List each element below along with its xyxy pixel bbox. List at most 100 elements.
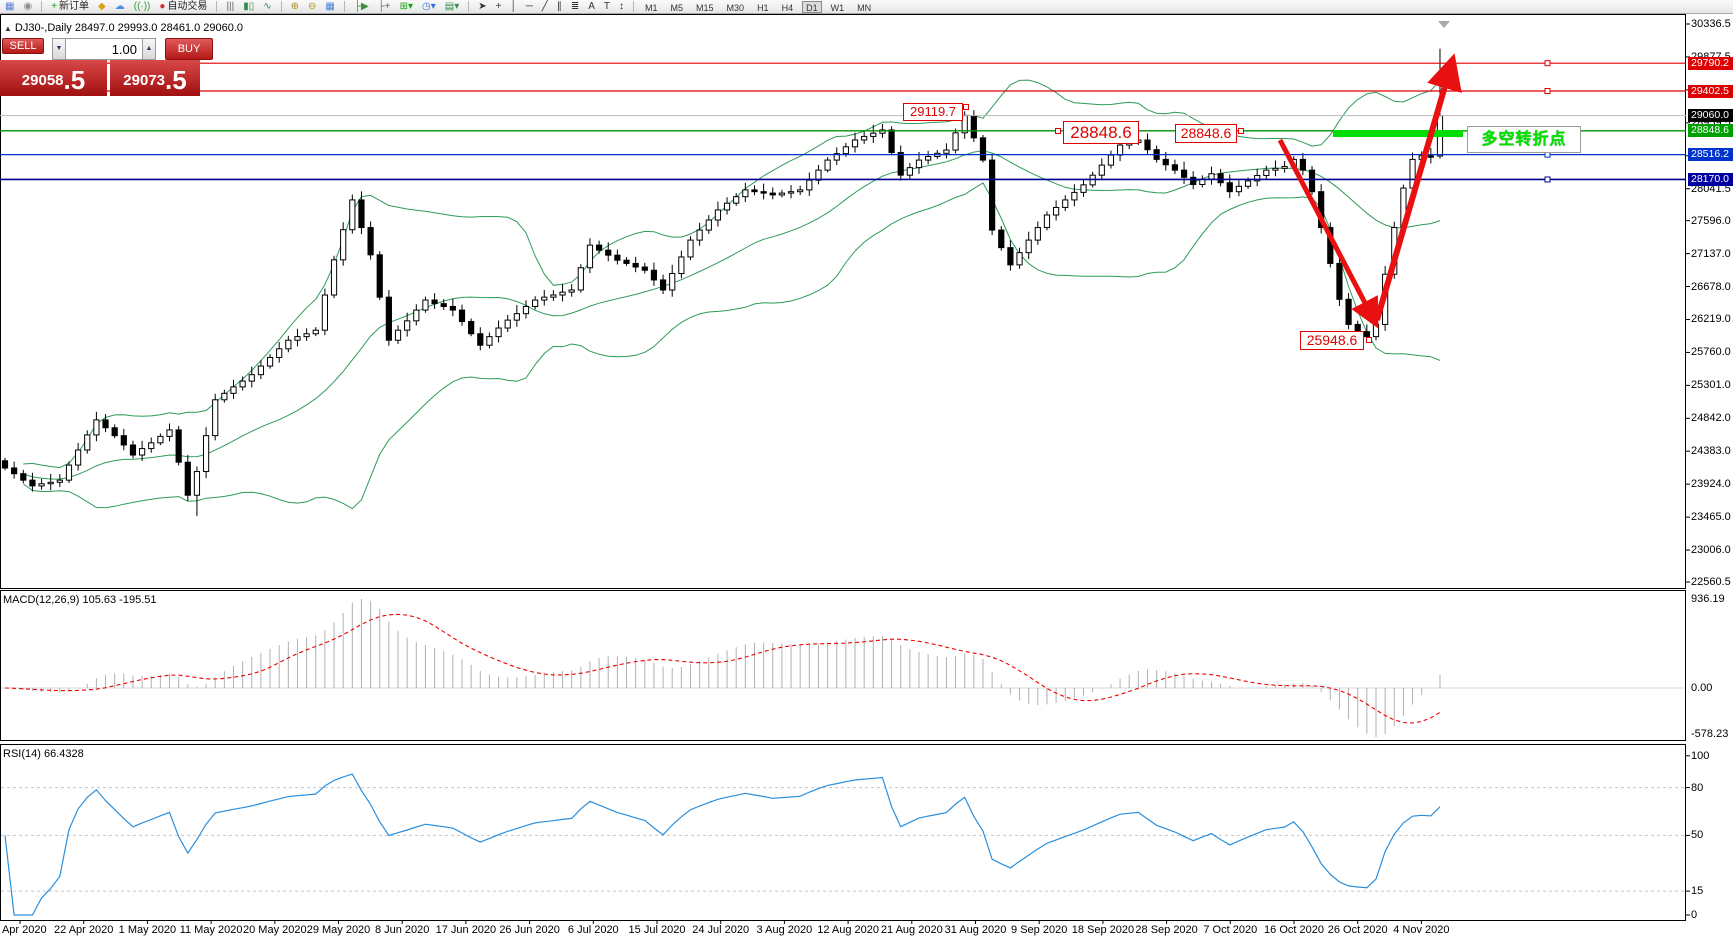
volume-decrease-button[interactable]: ▼ bbox=[52, 38, 66, 60]
bollinger-band bbox=[23, 150, 1441, 480]
candle-chart-icon[interactable]: ▮▯ bbox=[241, 0, 256, 13]
autotrade-button[interactable]: ● 自动交易 bbox=[157, 0, 209, 13]
timeframe-button-M30[interactable]: M30 bbox=[726, 2, 745, 13]
rsi-line bbox=[4, 773, 1441, 916]
price-tick: 27596.0 bbox=[1691, 214, 1731, 227]
timeframe-button-H1[interactable]: H1 bbox=[757, 2, 769, 13]
price-tick: 23924.0 bbox=[1691, 478, 1731, 491]
tile-windows-icon: ▦ bbox=[325, 1, 335, 12]
volume-input[interactable] bbox=[66, 38, 142, 60]
price-tick: 22560.5 bbox=[1691, 576, 1731, 589]
periods-button[interactable]: ◷▾ bbox=[420, 0, 438, 13]
chart-window-icon: ▦ bbox=[5, 1, 15, 12]
volume-increase-button[interactable]: ▲ bbox=[142, 38, 156, 60]
sell-price-main: 29058 bbox=[21, 72, 64, 89]
label-icon[interactable]: T bbox=[602, 0, 612, 13]
timeframe-button-D1[interactable]: D1 bbox=[802, 0, 822, 13]
volume-control: ▼ ▲ bbox=[52, 38, 156, 60]
toolbar-separator bbox=[633, 1, 634, 12]
timeframe-button-M1[interactable]: M1 bbox=[645, 2, 658, 13]
date-label: 9 Sep 2020 bbox=[1011, 924, 1068, 936]
fibonacci-icon: ≣ bbox=[570, 1, 580, 12]
new-order-button: + bbox=[51, 1, 58, 12]
timeframe-button-H4[interactable]: H4 bbox=[781, 2, 794, 13]
date-label: 4 Nov 2020 bbox=[1393, 924, 1450, 936]
bar-chart-icon: ||| bbox=[226, 1, 235, 12]
timeframe-button-W1[interactable]: W1 bbox=[830, 2, 845, 13]
text-icon[interactable]: A bbox=[586, 0, 597, 13]
price-tick: 23465.0 bbox=[1691, 511, 1731, 524]
price-badge-28516.2: 28516.2 bbox=[1688, 148, 1733, 162]
macd-signal-line bbox=[4, 613, 1441, 724]
date-label: 6 Jul 2020 bbox=[567, 924, 619, 936]
channel-icon[interactable]: ∥ bbox=[555, 0, 564, 13]
line-chart-icon[interactable]: ∿ bbox=[261, 0, 273, 13]
price-tick: 26678.0 bbox=[1691, 280, 1731, 293]
zoom-out-icon[interactable]: ⊖ bbox=[306, 0, 318, 13]
crosshair-icon[interactable]: + bbox=[494, 0, 504, 13]
price-tick: 25760.0 bbox=[1691, 346, 1731, 359]
trendline-icon[interactable]: ╱ bbox=[540, 0, 550, 13]
new-order-button[interactable]: + 新订单 bbox=[49, 0, 91, 13]
date-label: 7 Oct 2020 bbox=[1203, 924, 1258, 936]
profile-icon: ◉ bbox=[23, 1, 33, 12]
buy-price-main: 29073 bbox=[123, 72, 166, 89]
toolbar: ▦ ◉ + 新订单 ◆ ☁ ((·)) ● 自动交易 ||| ▮▯ ∿ ⊕ ⊖ ▦ ├▶ ├+ ⊞▾ ◷▾ ▤▾ ➤ + │… bbox=[0, 0, 1733, 14]
horizontal-line-icon[interactable]: ─ bbox=[524, 0, 535, 13]
chart-shift-icon[interactable]: ├+ bbox=[376, 0, 393, 13]
sell-button[interactable]: SELL bbox=[2, 38, 44, 54]
timeframe-button-MN[interactable]: MN bbox=[857, 2, 872, 13]
crosshair-icon: + bbox=[495, 1, 502, 12]
tile-windows-icon[interactable]: ▦ bbox=[323, 0, 336, 13]
metaeditor-icon[interactable]: ◆ bbox=[96, 0, 108, 13]
periods-button: ◷▾ bbox=[422, 1, 436, 12]
data-center-icon[interactable]: ☁ bbox=[113, 0, 127, 13]
candle-chart-icon: ▮▯ bbox=[243, 1, 255, 12]
arrows-icon[interactable]: ↕ bbox=[617, 0, 626, 13]
macd-axis-tick: -578.23 bbox=[1691, 728, 1729, 740]
bar-chart-icon[interactable]: ||| bbox=[224, 0, 236, 13]
price-tick: 24842.0 bbox=[1691, 412, 1731, 425]
chart-window-icon[interactable]: ▦ bbox=[3, 0, 16, 13]
symbol-marker-icon: ▲ bbox=[4, 24, 12, 33]
date-label: 1 May 2020 bbox=[118, 924, 177, 936]
signal-icon[interactable]: ((·)) bbox=[132, 0, 153, 13]
auto-scroll-icon: ├▶ bbox=[353, 1, 369, 12]
fibonacci-icon[interactable]: ≣ bbox=[569, 0, 581, 13]
toolbar-separator bbox=[216, 1, 218, 12]
autotrade-button: ● bbox=[159, 1, 166, 12]
templates-button: ▤▾ bbox=[444, 1, 460, 12]
rsi-label: RSI(14) 66.4328 bbox=[3, 748, 84, 760]
date-label: 20 May 2020 bbox=[242, 924, 307, 936]
price-tag-25948.6[interactable]: 25948.6 bbox=[1300, 331, 1364, 350]
timeframe-button-M5[interactable]: M5 bbox=[670, 2, 684, 13]
chart-shift-marker[interactable] bbox=[1438, 21, 1450, 28]
buy-button[interactable]: BUY bbox=[165, 38, 213, 60]
indicators-button[interactable]: ⊞▾ bbox=[398, 0, 415, 13]
support-zone-bar[interactable] bbox=[1333, 130, 1463, 137]
templates-button[interactable]: ▤▾ bbox=[443, 0, 461, 13]
price-tag-29119.7[interactable]: 29119.7 bbox=[903, 103, 963, 121]
profile-icon[interactable]: ◉ bbox=[21, 0, 34, 13]
toolbar-separator bbox=[41, 1, 43, 12]
vertical-line-icon[interactable]: │ bbox=[508, 0, 518, 13]
cursor-icon[interactable]: ➤ bbox=[476, 0, 488, 13]
trendline-icon: ╱ bbox=[541, 1, 548, 12]
price-tag-28848.6[interactable]: 28848.6 bbox=[1063, 121, 1139, 144]
date-label: 16 Oct 2020 bbox=[1264, 924, 1324, 936]
buy-price-frac: .5 bbox=[165, 65, 187, 95]
buy-price[interactable]: 29073 .5 bbox=[110, 60, 200, 96]
price-tag-28848.6[interactable]: 28848.6 bbox=[1175, 124, 1237, 143]
line-handle bbox=[1544, 176, 1551, 183]
text-icon: A bbox=[588, 1, 595, 12]
sell-price[interactable]: 29058 .5 bbox=[0, 60, 107, 96]
turning-point-note[interactable]: 多空转折点 bbox=[1467, 126, 1581, 153]
price-tick: 23006.0 bbox=[1691, 544, 1731, 557]
toolbar-separator bbox=[280, 1, 282, 12]
auto-scroll-icon[interactable]: ├▶ bbox=[352, 0, 371, 13]
data-center-icon: ☁ bbox=[114, 1, 125, 12]
zoom-in-icon[interactable]: ⊕ bbox=[289, 0, 301, 13]
rsi-axis-tick: 100 bbox=[1691, 749, 1710, 762]
price-tick: 25301.0 bbox=[1691, 379, 1731, 392]
timeframe-button-M15[interactable]: M15 bbox=[696, 2, 714, 13]
